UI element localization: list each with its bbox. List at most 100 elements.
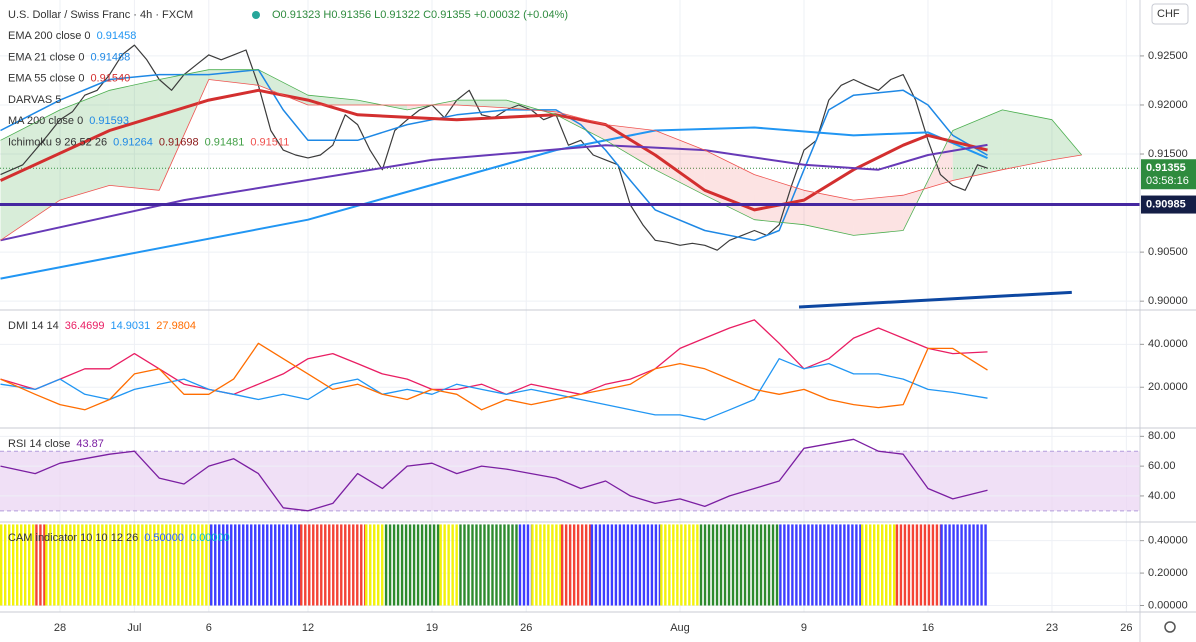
cam-bar — [467, 524, 470, 606]
cam-bar — [254, 524, 257, 606]
price-axis-bg — [1140, 0, 1196, 642]
cam-bar — [185, 524, 188, 606]
cam-bar — [719, 524, 723, 606]
cam-bar — [827, 524, 830, 606]
cam-bar — [286, 524, 289, 606]
legend-value: 0.91458 — [97, 30, 137, 42]
chart-title: U.S. Dollar / Swiss Franc · 4h · FXCM — [8, 9, 193, 21]
cam-bar — [381, 524, 384, 606]
cam-bar — [618, 524, 622, 606]
cam-bar — [539, 524, 542, 606]
cam-bar — [12, 524, 15, 606]
cam-bar — [274, 524, 277, 606]
cam-bar — [408, 524, 412, 606]
cam-bar — [352, 524, 355, 606]
cam-bar — [518, 524, 522, 606]
last-price-label: 0.91355 — [1146, 162, 1186, 174]
legend-label: CAM indicator 10 10 12 26 — [8, 532, 138, 544]
cam-bar — [791, 524, 794, 606]
cam-bar — [258, 524, 261, 606]
cam-bar — [668, 524, 671, 606]
cam-bar — [598, 524, 602, 606]
cam-bar — [984, 524, 987, 606]
legend-entry: DMI 14 14 36.4699 14.9031 27.9804 — [8, 320, 196, 332]
settings-icon[interactable] — [1164, 621, 1176, 633]
cam-bar — [576, 524, 580, 606]
series-line — [0, 438, 988, 512]
cam-bar — [606, 524, 610, 606]
currency[interactable]: CHF — [1157, 8, 1180, 20]
cam-bar — [4, 524, 7, 606]
cam-bar — [8, 524, 11, 606]
cam-bar — [471, 524, 474, 606]
level-label-bg — [1141, 195, 1196, 214]
cam-bar — [270, 524, 273, 606]
cam-bar — [85, 524, 88, 606]
ichimoku-cloud — [804, 190, 854, 236]
cam-bar — [547, 524, 550, 606]
cam-bar — [262, 524, 265, 606]
cam-bar — [308, 524, 311, 606]
cam-bar — [145, 524, 148, 606]
cam-bar — [861, 524, 864, 606]
cam-bar — [169, 524, 172, 606]
cam-bar — [495, 524, 498, 606]
cam-bar — [125, 524, 128, 606]
ichimoku-cloud — [1052, 119, 1082, 160]
cam-bar — [455, 524, 458, 606]
cam-bar — [300, 524, 303, 606]
cam-bar — [149, 524, 152, 606]
cam-bar — [294, 524, 297, 606]
legend-value: 0.00000 — [190, 532, 230, 544]
cam-bar — [234, 524, 237, 606]
last-price-bg — [1141, 159, 1196, 190]
cam-bar — [968, 524, 971, 606]
cam-bar — [396, 524, 400, 606]
cam-bar — [377, 524, 380, 606]
cam-bar — [626, 524, 630, 606]
cam-bar — [344, 524, 347, 606]
y-tick-label: 0.20000 — [1148, 567, 1188, 579]
cam-bar — [205, 524, 208, 606]
cam-bar — [28, 524, 31, 606]
cam-bar — [101, 524, 104, 606]
cam-bar — [927, 524, 931, 606]
y-tick-label: 0.90000 — [1148, 295, 1188, 307]
cam-bar — [165, 524, 168, 606]
cam-bar — [392, 524, 396, 606]
cam-bar — [795, 524, 798, 606]
ichimoku-cloud — [853, 195, 904, 236]
cam-bar — [439, 524, 442, 606]
cam-bar — [564, 524, 568, 606]
labels-layer: 28 Jul 6 12 19 26 Aug 9 16 23 26 0.92500 0.92000 0.91… — [8, 30, 1196, 634]
cam-bar — [915, 524, 919, 606]
cam-bar — [400, 524, 404, 606]
cam-bar — [727, 524, 731, 606]
cam-bar — [242, 524, 245, 606]
ichimoku-cloud — [159, 69, 209, 191]
ichimoku-cloud — [655, 130, 705, 196]
cam-bar — [676, 524, 679, 606]
cam-bar — [811, 524, 814, 606]
cam-bar — [807, 524, 810, 606]
level-label: 0.90985 — [1146, 198, 1186, 210]
cam-bar — [73, 524, 76, 606]
cam-bar — [590, 524, 594, 606]
cam-bar — [129, 524, 132, 606]
cam-bar — [522, 524, 526, 606]
cam-bar — [688, 524, 691, 606]
span-b-line — [0, 79, 1082, 241]
cam-bar — [815, 524, 818, 606]
cam-bar — [312, 524, 315, 606]
cam-bar — [491, 524, 494, 606]
cam-bar — [24, 524, 27, 606]
cam-bar — [20, 524, 23, 606]
legend-value: 0.91593 — [89, 115, 129, 127]
cam-bar — [133, 524, 136, 606]
ichimoku-cloud — [704, 150, 755, 220]
cam-bar — [97, 524, 100, 606]
countdown: 03:58:16 — [1146, 175, 1189, 187]
currency-button[interactable] — [1151, 3, 1189, 25]
cam-bar — [572, 524, 576, 606]
legend-entry: DARVAS 5 — [8, 94, 61, 106]
